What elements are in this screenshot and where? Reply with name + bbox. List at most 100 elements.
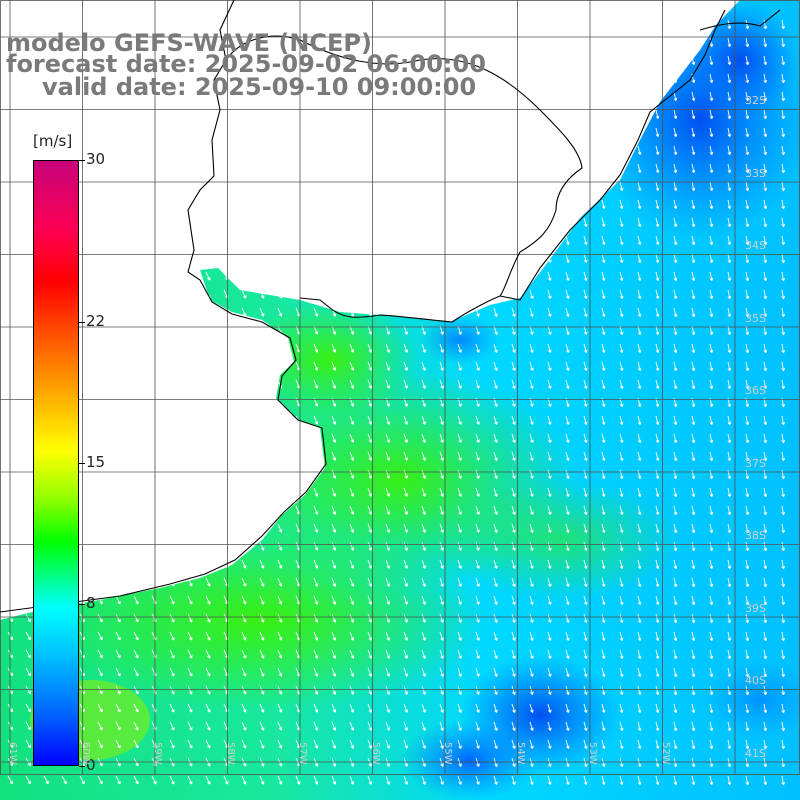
wind-arrow (511, 343, 516, 353)
wind-arrow (709, 487, 714, 498)
wind-arrow (25, 613, 31, 623)
wind-arrow (475, 415, 480, 425)
wind-arrow (241, 649, 247, 659)
wind-arrow (547, 343, 552, 353)
wind-arrow (619, 559, 624, 570)
wind-arrow (583, 451, 588, 462)
wind-arrow (529, 703, 534, 713)
wind-arrow (655, 469, 660, 480)
wind-arrow (619, 307, 624, 318)
wind-arrow (475, 649, 480, 659)
wind-arrow (367, 433, 373, 443)
wind-arrow (619, 343, 624, 354)
wind-arrow (601, 325, 606, 336)
wind-arrow (619, 649, 624, 660)
wind-arrow (277, 721, 283, 731)
wind-arrow (565, 235, 570, 246)
wind-arrow (547, 433, 552, 443)
wind-arrow (331, 505, 337, 515)
wind-arrow (313, 505, 319, 515)
wind-arrow (457, 613, 462, 623)
wind-arrow (709, 757, 714, 768)
wind-arrow (475, 613, 480, 623)
wind-arrow (727, 721, 732, 732)
wind-arrow (583, 721, 588, 732)
wind-arrow (547, 685, 552, 695)
wind-arrow (565, 289, 570, 300)
wind-arrow (673, 433, 678, 444)
wind-arrow (115, 721, 121, 731)
wind-arrow (763, 703, 768, 714)
wind-arrow (691, 343, 696, 354)
wind-arrow (511, 649, 516, 659)
wind-arrow (655, 685, 660, 696)
wind-arrow (691, 649, 696, 660)
wind-arrow (385, 595, 391, 605)
wind-arrow (763, 649, 768, 660)
wind-arrow (673, 469, 678, 480)
wind-arrow (511, 415, 516, 425)
wind-arrow (547, 415, 552, 425)
wind-arrow (421, 469, 426, 479)
wind-arrow (781, 127, 786, 138)
wind-arrow (745, 757, 750, 768)
longitude-label: 56W (369, 742, 381, 765)
wind-arrow (763, 721, 768, 732)
wind-arrow (349, 469, 355, 479)
wind-arrow (763, 613, 768, 624)
wind-arrow (673, 631, 678, 642)
colorbar-tick-mark (79, 604, 85, 606)
wind-arrow (529, 343, 534, 353)
wind-arrow (277, 307, 283, 317)
wind-arrow (727, 55, 732, 66)
wind-arrow (367, 559, 373, 569)
wind-arrow (655, 127, 660, 138)
wind-arrow (187, 685, 193, 695)
wind-arrow (277, 775, 283, 785)
wind-arrow (493, 577, 498, 587)
wind-arrow (763, 685, 768, 696)
wind-arrow (727, 379, 732, 390)
wind-arrow (619, 451, 624, 462)
wind-arrow (511, 487, 516, 497)
wind-arrow (349, 541, 355, 551)
wind-arrow (745, 739, 750, 750)
wind-arrow (331, 559, 337, 569)
wind-arrow (619, 685, 624, 696)
wind-arrow (601, 775, 606, 786)
wind-arrow (277, 595, 283, 605)
wind-arrow (745, 163, 750, 174)
wind-arrow (745, 667, 750, 678)
wind-arrow (763, 271, 768, 282)
wind-arrow (691, 721, 696, 732)
wind-arrow (457, 379, 462, 389)
wind-arrow (115, 667, 121, 677)
wind-arrow (727, 19, 732, 30)
wind-arrow (655, 451, 660, 462)
wind-arrow (583, 307, 588, 318)
wind-arrow (709, 433, 714, 444)
wind-arrow (241, 631, 247, 641)
wind-arrow (133, 595, 139, 605)
wind-arrow (745, 595, 750, 606)
wind-arrow (709, 667, 714, 678)
wind-arrow (745, 415, 750, 426)
wind-arrow (601, 505, 606, 516)
wind-arrow (745, 685, 750, 696)
wind-arrow (709, 145, 714, 156)
wind-arrow (781, 523, 786, 534)
wind-arrow (313, 703, 319, 713)
wind-arrow (781, 775, 786, 786)
wind-arrow (601, 649, 606, 660)
wind-arrow (403, 325, 408, 335)
wind-arrow (709, 739, 714, 750)
wind-arrow (421, 685, 426, 695)
wind-arrow (547, 739, 552, 749)
wind-arrow (133, 721, 139, 731)
wind-arrow (601, 289, 606, 300)
wind-arrow (781, 649, 786, 660)
wind-arrow (691, 451, 696, 462)
wind-arrow (547, 271, 552, 281)
wind-arrow (565, 361, 570, 372)
wind-arrow (421, 541, 426, 551)
